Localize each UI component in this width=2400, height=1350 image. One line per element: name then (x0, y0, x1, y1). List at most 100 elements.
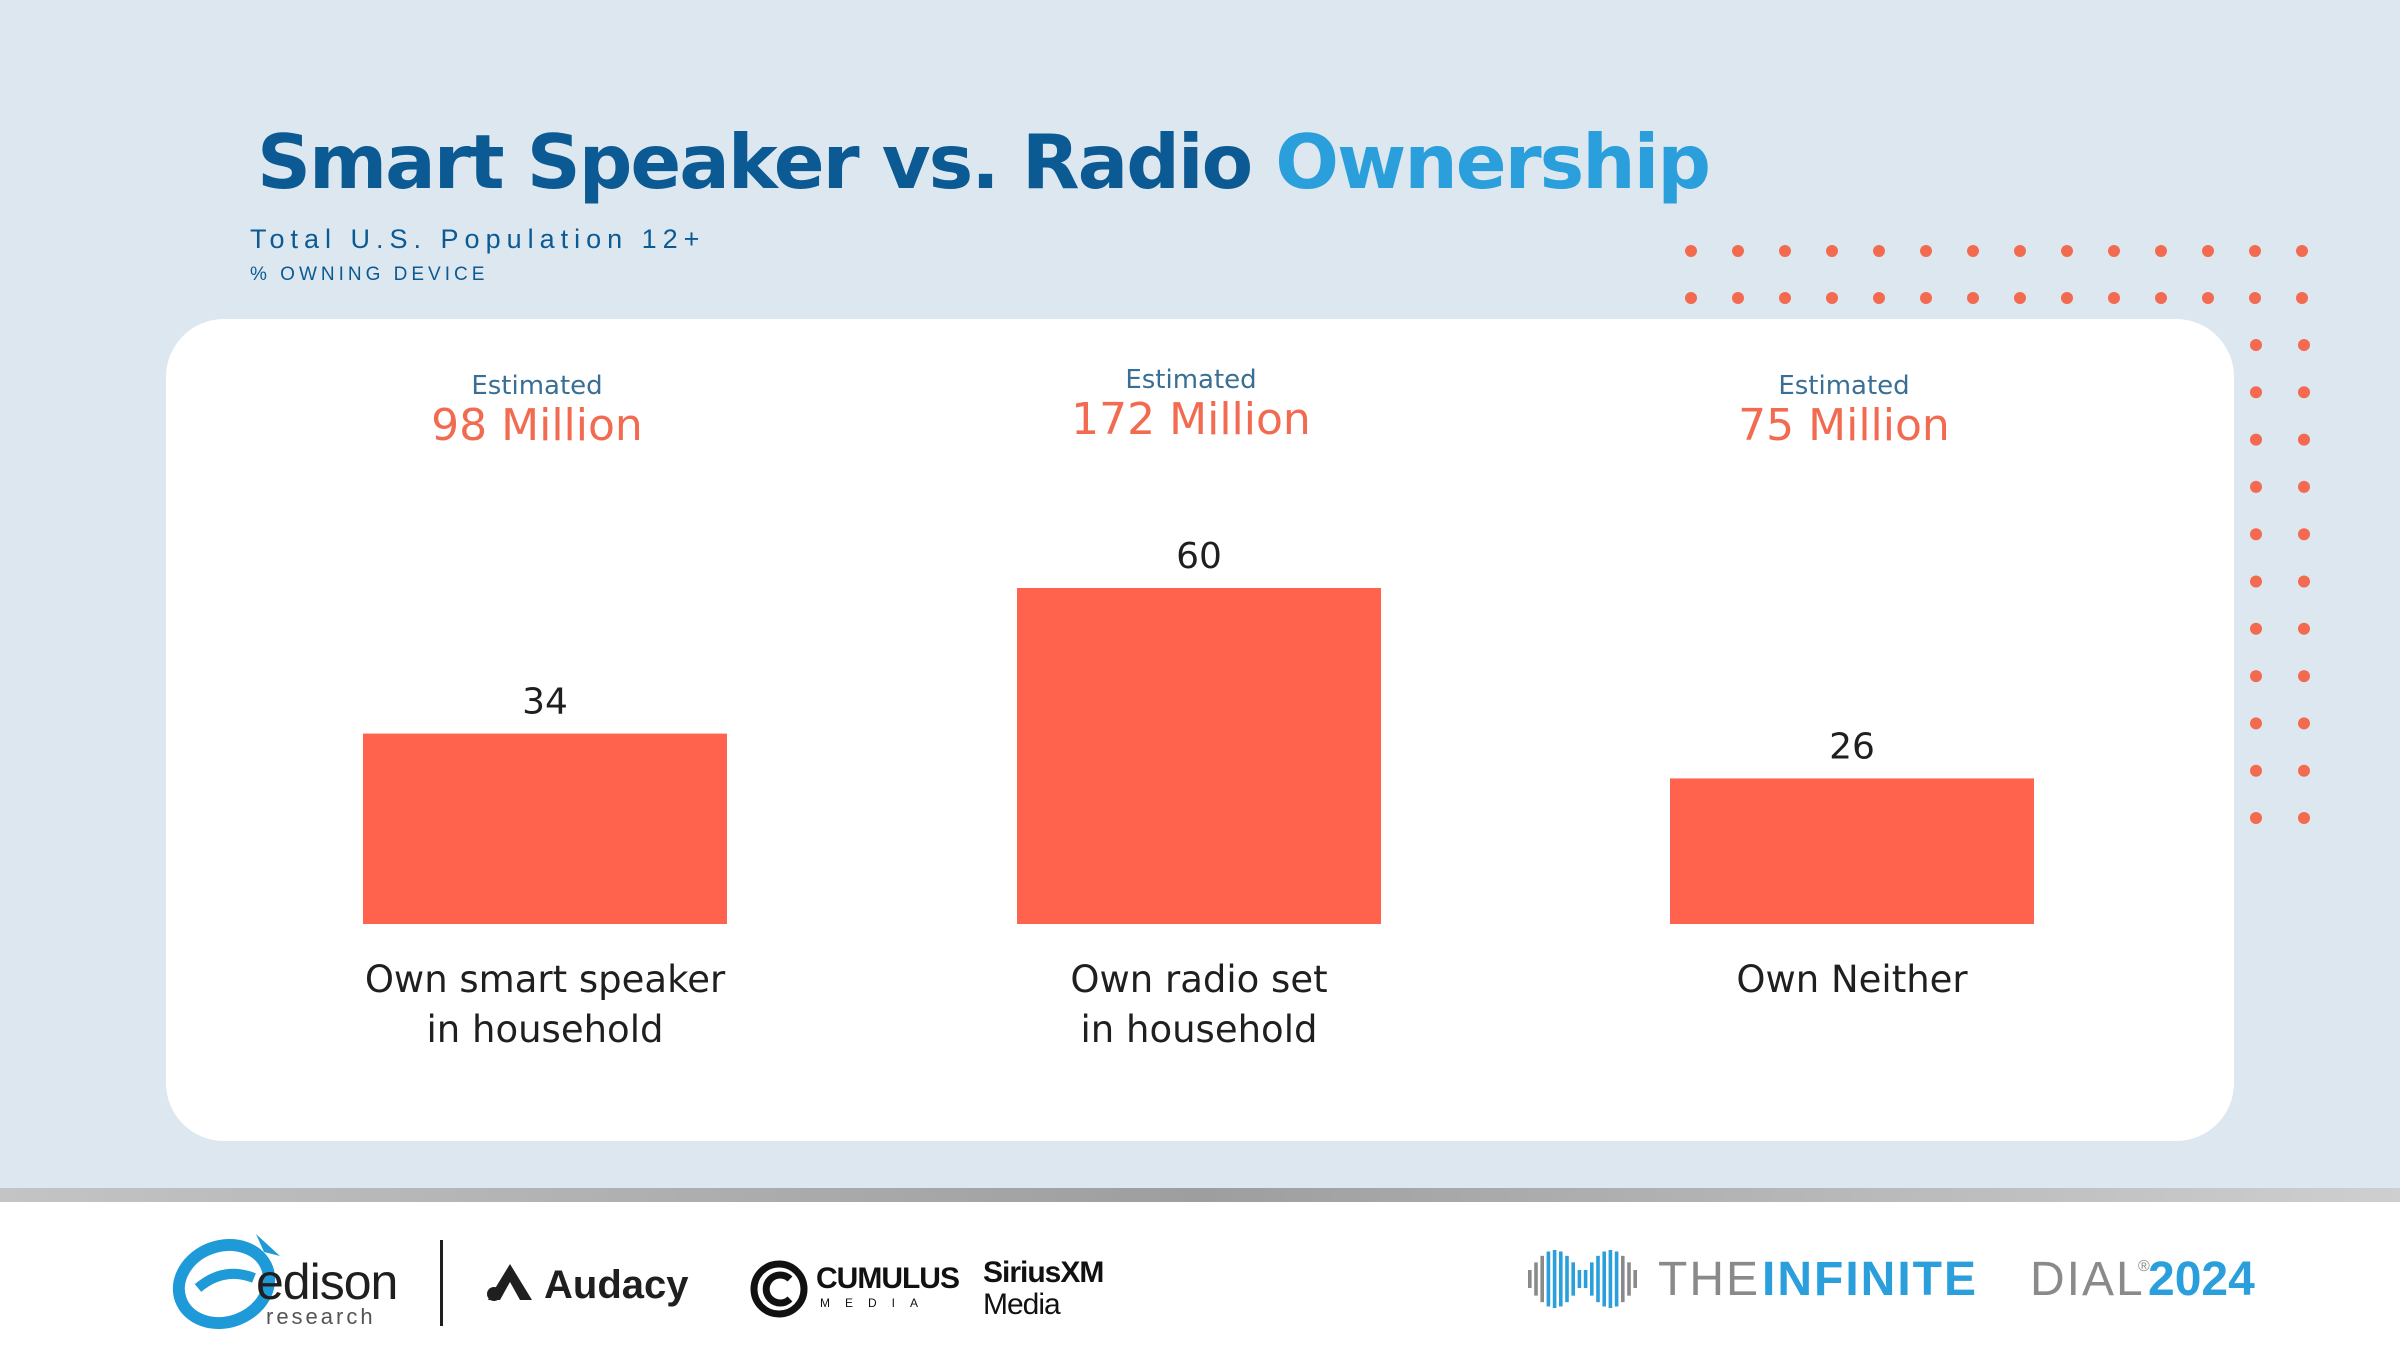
estimate-value-3: 75 Million (1738, 400, 1950, 451)
decor-dot (2296, 292, 2308, 304)
estimate-prefix-2: Estimated (1125, 365, 1256, 395)
decor-dot (1685, 245, 1697, 257)
decor-dot (1826, 245, 1838, 257)
decor-dot (2250, 622, 2262, 635)
dial-icon-bar (1534, 1262, 1538, 1296)
decor-dot (2014, 292, 2026, 304)
category-label-2-1: Own radio set (1070, 958, 1327, 1001)
bar-1 (363, 733, 727, 924)
footer-divider (0, 1188, 2400, 1202)
chart-title: Smart Speaker vs. Radio Ownership (257, 118, 1711, 206)
data-label-2: 60 (1176, 536, 1222, 577)
title-main: Smart Speaker vs. Radio (257, 118, 1253, 206)
decor-dot (2202, 245, 2214, 257)
dial-icon-bar (1621, 1255, 1625, 1303)
chart-subtitle: Total U.S. Population 12+ (250, 224, 706, 254)
decor-dot (1732, 292, 1744, 304)
decor-dot (2202, 292, 2214, 304)
decor-dot (2250, 386, 2262, 399)
infinite-dial-the: THE (1658, 1253, 1760, 1306)
footer-separator (440, 1240, 443, 1326)
cumulus-subtext: MEDIA (820, 1296, 934, 1310)
decor-dot (1779, 292, 1791, 304)
decor-dot (1732, 245, 1744, 257)
decor-dot (2298, 480, 2310, 493)
edison-subtext: research (266, 1304, 376, 1329)
dial-icon-bar (1577, 1270, 1582, 1288)
decor-dot (2250, 764, 2262, 777)
category-label-1-1: Own smart speaker (365, 958, 726, 1001)
estimate-value-1: 98 Million (431, 400, 643, 451)
decor-dot (2250, 812, 2262, 824)
siriusxm-wordmark: SiriusXM (983, 1256, 1104, 1289)
decor-dot (1779, 245, 1791, 257)
decor-dot (1826, 292, 1838, 304)
data-label-1: 34 (522, 682, 568, 723)
decor-dot (2298, 764, 2310, 777)
decor-dot (2061, 292, 2073, 304)
decor-dot (2249, 245, 2261, 257)
decor-dot (1967, 245, 1979, 257)
dial-icon-bar (1633, 1270, 1637, 1288)
decor-dot (2298, 670, 2310, 683)
dial-icon-bar (1614, 1251, 1619, 1307)
decor-dot (2298, 339, 2310, 351)
estimate-prefix-3: Estimated (1778, 371, 1909, 401)
decor-dot (2155, 245, 2167, 257)
dial-icon-bar (1602, 1251, 1606, 1307)
category-label-3-1: Own Neither (1736, 958, 1968, 1001)
data-label-3: 26 (1829, 726, 1875, 767)
dial-icon-bar (1559, 1251, 1563, 1307)
infinite-dial-logo-icon (1528, 1250, 1637, 1308)
audacy-wordmark: Audacy (544, 1263, 689, 1307)
dial-icon-bar (1596, 1255, 1600, 1303)
dial-icon-bar (1590, 1262, 1594, 1296)
category-label-2-2: in household (1081, 1008, 1318, 1051)
bar-2 (1017, 588, 1381, 924)
estimate-value-2: 172 Million (1071, 394, 1311, 445)
estimate-prefix-1: Estimated (471, 371, 602, 401)
dial-icon-bar (1552, 1250, 1557, 1308)
decor-dot (2250, 528, 2262, 541)
decor-dot (2250, 717, 2262, 730)
infinite-dial-dial: DIAL (2030, 1253, 2145, 1306)
decor-dot (2298, 812, 2310, 824)
dial-icon-bar (1546, 1251, 1551, 1307)
dial-icon-bar (1608, 1250, 1613, 1308)
decor-dot (2296, 245, 2308, 257)
dial-icon-bar (1583, 1270, 1588, 1288)
dial-icon-bar (1627, 1262, 1631, 1296)
decor-dot (2298, 433, 2310, 446)
decor-dot (1685, 292, 1697, 304)
decor-dot (2250, 575, 2262, 588)
chart-note: % OWNING DEVICE (250, 264, 489, 285)
edison-logo-icon (172, 1234, 280, 1330)
decor-dot (2108, 245, 2120, 257)
decor-dot (2250, 433, 2262, 446)
decor-dot (2298, 575, 2310, 588)
decor-dot (1873, 245, 1885, 257)
cumulus-wordmark: CUMULUS (816, 1262, 960, 1295)
infinite-dial-year: 2024 (2148, 1253, 2255, 1306)
siriusxm-subtext: Media (983, 1288, 1061, 1321)
category-label-1-2: in household (427, 1008, 664, 1051)
decor-dot (2108, 292, 2120, 304)
edison-wordmark: edison (256, 1254, 398, 1310)
chart-card: 34 Estimated 98 Million Own smart speaker in… (166, 319, 2234, 1141)
decor-dot (2298, 622, 2310, 635)
bar-3 (1670, 778, 2034, 924)
decor-dot (1920, 292, 1932, 304)
decor-dot (2249, 292, 2261, 304)
decor-dot (2298, 717, 2310, 730)
dial-icon-bar (1565, 1255, 1569, 1303)
decor-dot (2250, 339, 2262, 351)
decor-dot (2061, 245, 2073, 257)
infinite-dial-infinite: INFINITE (1762, 1253, 1978, 1306)
decor-dot (2155, 292, 2167, 304)
dial-icon-bar (1571, 1262, 1575, 1296)
decor-dot (1920, 245, 1932, 257)
infinite-dial-registered: ® (2138, 1258, 2150, 1275)
decor-dot (2298, 528, 2310, 541)
decor-dot (2014, 245, 2026, 257)
